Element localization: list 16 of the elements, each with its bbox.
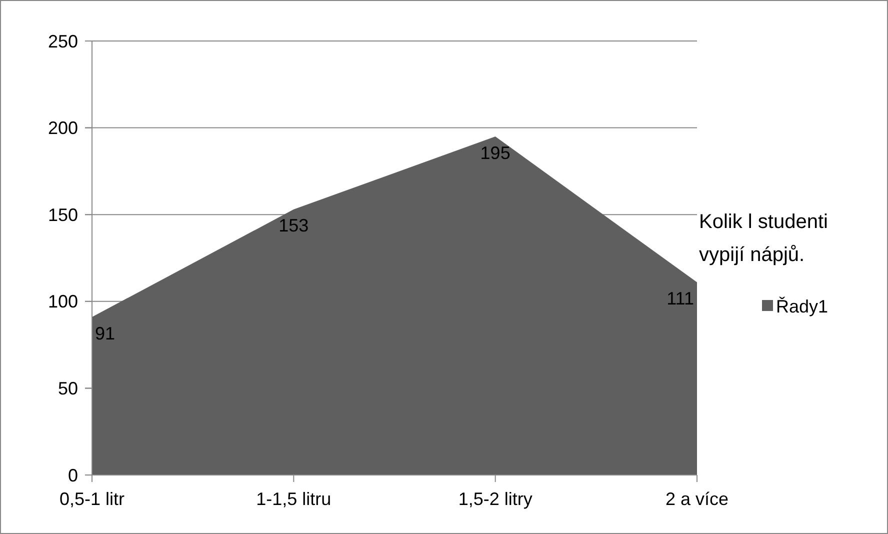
text: Kolik l studenti vypijí nápjů. xyxy=(699,211,828,266)
x-tick-label: 1,5-2 litry xyxy=(458,489,532,509)
y-tick-label: 150 xyxy=(48,204,78,225)
data-label: 153 xyxy=(278,216,309,236)
legend-label: Řady1 xyxy=(776,296,828,316)
data-label: 91 xyxy=(95,323,116,344)
y-tick-label: 50 xyxy=(58,378,78,398)
y-tick-label: 0 xyxy=(68,465,78,486)
data-label: 195 xyxy=(480,142,510,163)
x-tick-label: 0,5-1 litr xyxy=(59,489,125,509)
y-tick-label: 100 xyxy=(48,292,78,312)
x-tick-label: 2 a více xyxy=(665,489,729,509)
x-tick-label: 1-1,5 litru xyxy=(256,489,332,509)
data-label: 111 xyxy=(666,288,694,309)
y-tick-label: 200 xyxy=(48,118,78,138)
y-tick-label: 250 xyxy=(48,31,78,52)
